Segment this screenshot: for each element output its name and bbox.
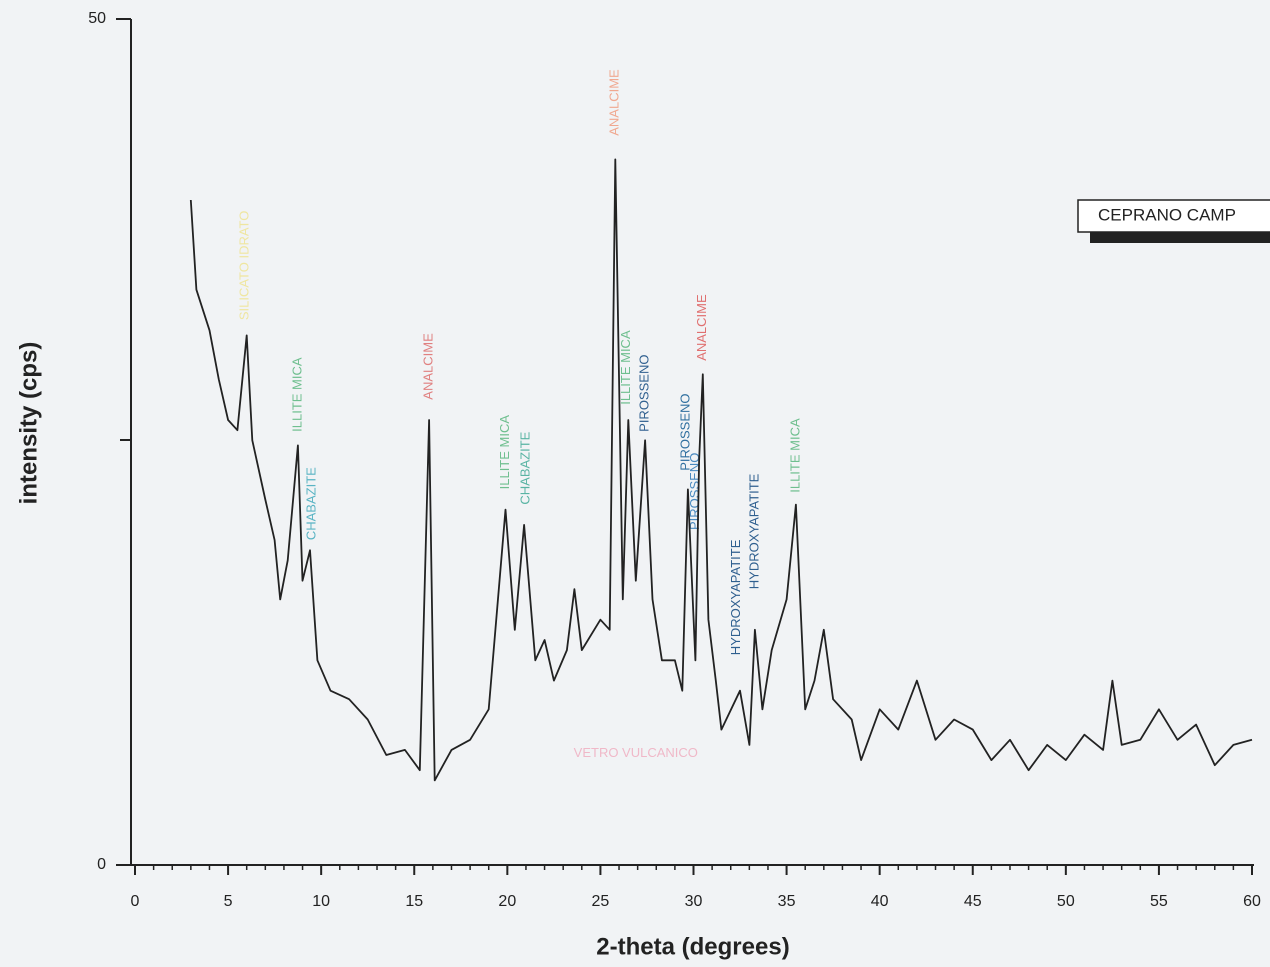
peak-annotation: HYDROXYAPATITE (746, 473, 761, 589)
y-tick-label: 0 (97, 856, 106, 873)
x-tick-label: 50 (1057, 893, 1075, 910)
peak-annotation: PIROSSENO (677, 393, 692, 470)
x-tick-label: 20 (498, 893, 516, 910)
peak-annotation: ILLITE MICA (289, 357, 304, 432)
peak-annotation: HYDROXYAPATITE (728, 539, 743, 655)
peak-annotation: ILLITE MICA (618, 330, 633, 405)
peak-annotation: ILLITE MICA (787, 418, 802, 493)
x-tick-label: 15 (405, 893, 423, 910)
x-tick-label: 5 (224, 893, 233, 910)
peak-annotation: ANALCIME (694, 294, 709, 361)
peak-annotation: VETRO VULCANICO (574, 745, 698, 760)
x-tick-label: 35 (778, 893, 796, 910)
diffraction-line (189, 158, 1253, 782)
peak-annotation: ANALCIME (607, 69, 622, 136)
x-tick-label: 0 (131, 893, 140, 910)
peak-annotation: SILICATO IDRATO (236, 211, 251, 321)
legend-box (1077, 199, 1270, 233)
x-tick-label: 25 (592, 893, 610, 910)
peak-annotation: PIROSSENO (637, 355, 652, 432)
x-axis-title: 2-theta (degrees) (596, 933, 789, 960)
peak-annotation: CHABAZITE (303, 467, 318, 540)
peak-annotation: ILLITE MICA (497, 415, 512, 490)
legend-label: CEPRANO CAMP (1098, 205, 1236, 224)
y-axis-title: intensity (cps) (15, 342, 42, 505)
legend-shadow (1090, 232, 1270, 243)
x-tick-label: 40 (871, 893, 889, 910)
peak-annotation: ANALCIME (421, 333, 436, 400)
x-tick-label: 30 (685, 893, 703, 910)
x-tick-label: 60 (1243, 893, 1261, 910)
peak-annotation: CHABAZITE (517, 431, 532, 504)
x-tick-label: 55 (1150, 893, 1168, 910)
x-tick-label: 45 (964, 893, 982, 910)
y-tick-label: 50 (88, 10, 106, 27)
x-tick-label: 10 (312, 893, 330, 910)
